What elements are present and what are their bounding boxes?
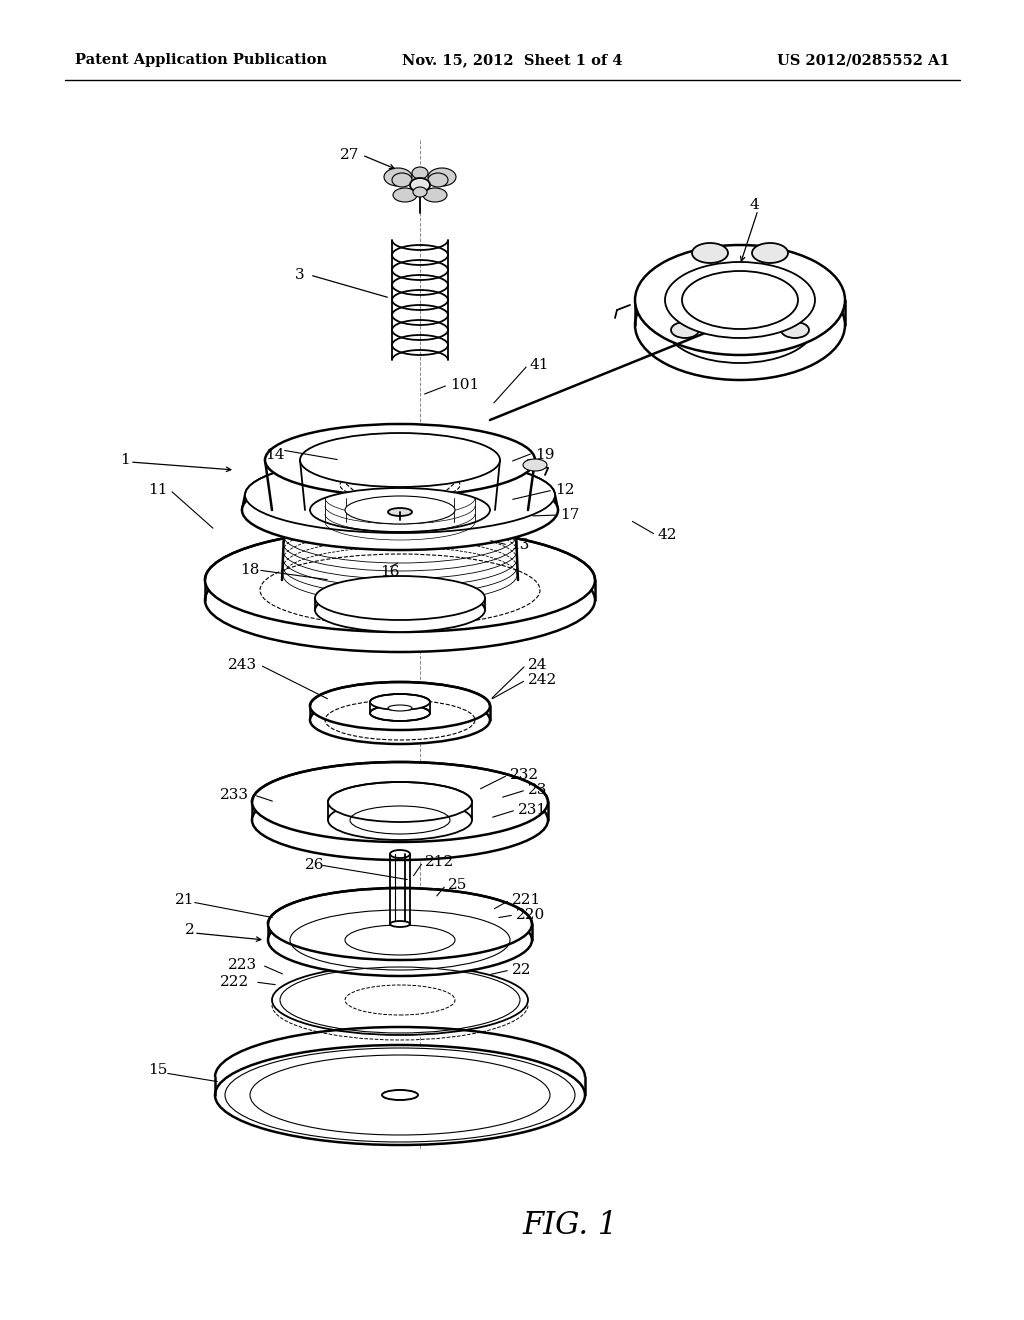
Ellipse shape [252, 762, 548, 842]
Ellipse shape [310, 696, 490, 744]
Text: 18: 18 [240, 564, 259, 577]
Ellipse shape [384, 168, 412, 186]
Ellipse shape [635, 271, 845, 380]
Text: 17: 17 [560, 508, 580, 521]
Ellipse shape [388, 508, 412, 516]
Ellipse shape [665, 261, 815, 338]
Ellipse shape [315, 576, 485, 620]
Ellipse shape [635, 246, 845, 355]
Ellipse shape [370, 694, 430, 710]
Text: 242: 242 [528, 673, 557, 686]
Ellipse shape [268, 888, 532, 960]
Ellipse shape [390, 921, 410, 927]
Ellipse shape [428, 173, 449, 187]
Ellipse shape [781, 322, 809, 338]
Text: 27: 27 [340, 148, 359, 162]
Text: 16: 16 [380, 565, 399, 579]
Ellipse shape [671, 322, 699, 338]
Ellipse shape [310, 488, 490, 532]
Ellipse shape [265, 424, 535, 496]
Text: 231: 231 [518, 803, 547, 817]
Ellipse shape [382, 1090, 418, 1100]
Ellipse shape [245, 457, 555, 533]
Ellipse shape [523, 459, 547, 471]
Ellipse shape [682, 296, 798, 354]
Ellipse shape [413, 187, 427, 197]
Ellipse shape [752, 243, 788, 263]
Text: FIG. 1: FIG. 1 [522, 1209, 617, 1241]
Text: 1: 1 [120, 453, 130, 467]
Text: 14: 14 [265, 447, 285, 462]
Text: 220: 220 [516, 908, 545, 921]
Text: US 2012/0285552 A1: US 2012/0285552 A1 [777, 53, 950, 67]
Text: 23: 23 [528, 783, 548, 797]
Ellipse shape [393, 187, 417, 202]
Text: 222: 222 [220, 975, 249, 989]
Ellipse shape [665, 286, 815, 363]
Text: 223: 223 [228, 958, 257, 972]
Ellipse shape [205, 528, 595, 632]
Ellipse shape [310, 682, 490, 730]
Ellipse shape [328, 781, 472, 822]
Text: Patent Application Publication: Patent Application Publication [75, 53, 327, 67]
Ellipse shape [260, 554, 540, 626]
Text: 26: 26 [305, 858, 325, 873]
Text: 25: 25 [449, 878, 467, 892]
Ellipse shape [215, 1045, 585, 1144]
Ellipse shape [205, 548, 595, 652]
Ellipse shape [423, 187, 447, 202]
Ellipse shape [682, 271, 798, 329]
Ellipse shape [268, 904, 532, 975]
Text: 221: 221 [512, 894, 542, 907]
Text: 212: 212 [425, 855, 455, 869]
Ellipse shape [412, 168, 428, 180]
Text: 233: 233 [220, 788, 249, 803]
Text: 42: 42 [658, 528, 678, 543]
Ellipse shape [328, 800, 472, 840]
Ellipse shape [410, 178, 430, 191]
Ellipse shape [692, 243, 728, 263]
Text: 19: 19 [535, 447, 555, 462]
Ellipse shape [428, 168, 456, 186]
Text: 232: 232 [510, 768, 539, 781]
Text: 12: 12 [555, 483, 574, 498]
Ellipse shape [242, 470, 558, 550]
Ellipse shape [390, 850, 410, 858]
Text: 22: 22 [512, 964, 531, 977]
Ellipse shape [370, 705, 430, 721]
Text: 11: 11 [148, 483, 168, 498]
Text: 101: 101 [450, 378, 479, 392]
Ellipse shape [388, 705, 412, 711]
Text: Nov. 15, 2012  Sheet 1 of 4: Nov. 15, 2012 Sheet 1 of 4 [401, 53, 623, 67]
Text: 15: 15 [148, 1063, 167, 1077]
Text: 13: 13 [510, 539, 529, 552]
Ellipse shape [345, 496, 455, 524]
Text: 24: 24 [528, 657, 548, 672]
Ellipse shape [272, 965, 528, 1035]
Ellipse shape [300, 433, 500, 487]
Text: 21: 21 [175, 894, 195, 907]
Text: 4: 4 [750, 198, 760, 213]
Ellipse shape [392, 173, 412, 187]
Text: 3: 3 [295, 268, 304, 282]
Text: 243: 243 [228, 657, 257, 672]
Text: 2: 2 [185, 923, 195, 937]
Ellipse shape [315, 587, 485, 632]
Ellipse shape [252, 780, 548, 861]
Text: 41: 41 [530, 358, 550, 372]
